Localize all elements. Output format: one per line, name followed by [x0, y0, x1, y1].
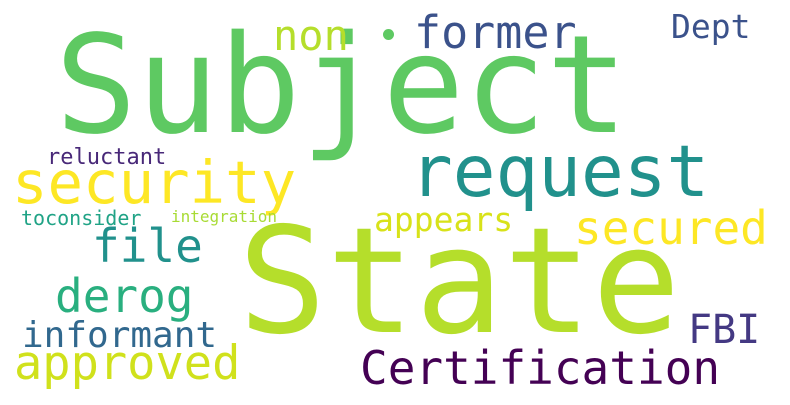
word-state: State [238, 196, 681, 367]
word-secured: secured [574, 201, 768, 255]
word-reluctant: reluctant [47, 145, 167, 170]
word-informant: informant [22, 315, 218, 356]
word-file: file [92, 219, 203, 273]
word-former: former [414, 6, 577, 59]
dot-mark [383, 29, 394, 40]
word-integration: integration [171, 207, 277, 226]
word-fbi: FBI [688, 307, 761, 353]
word-non: non [273, 11, 349, 60]
word-request: request [410, 130, 710, 213]
word-dept: Dept [671, 7, 751, 46]
word-derog: derog [55, 269, 194, 323]
word-security: security [12, 148, 297, 217]
word-toconsider: toconsider [21, 206, 142, 230]
word-certification: Certification [360, 341, 721, 395]
word-subject: Subject [55, 7, 629, 165]
word-approved: approved [14, 336, 241, 391]
word-appears: appears [374, 200, 514, 239]
